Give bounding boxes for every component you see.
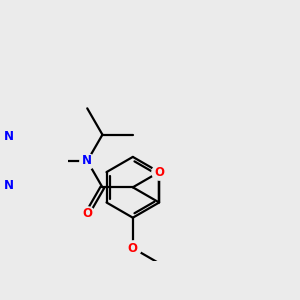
Text: O: O bbox=[154, 166, 164, 178]
Text: O: O bbox=[128, 242, 138, 255]
Text: N: N bbox=[82, 154, 92, 167]
Text: O: O bbox=[82, 207, 92, 220]
Text: N: N bbox=[4, 179, 14, 192]
Text: N: N bbox=[4, 130, 14, 143]
